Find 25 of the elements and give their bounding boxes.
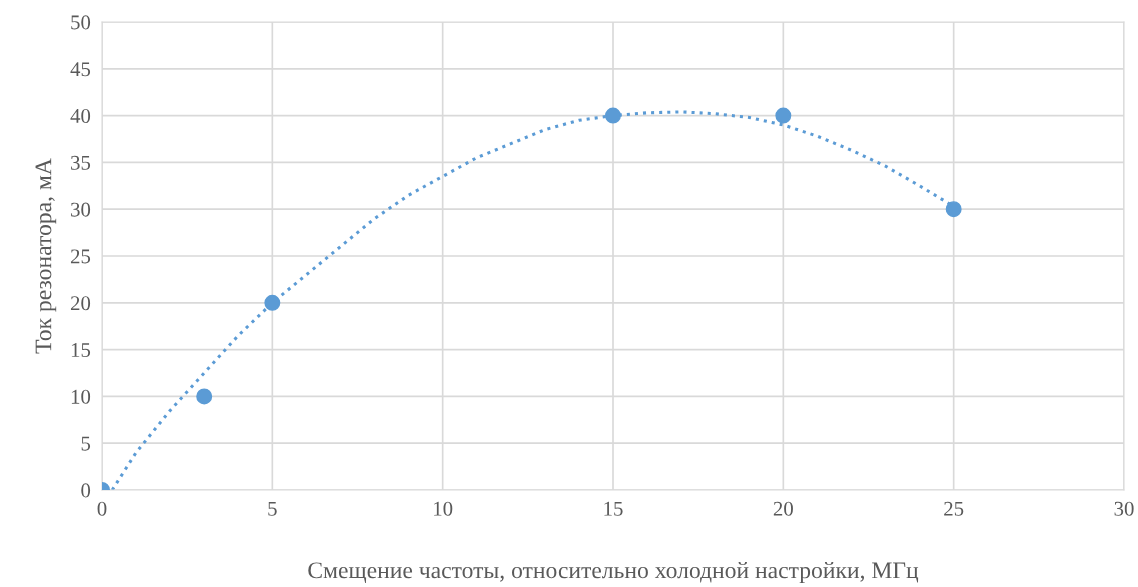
y-tick-label: 0: [81, 483, 91, 498]
point: [775, 107, 792, 124]
y-tick-label: 45: [70, 62, 91, 77]
y-tick-label: 10: [71, 389, 91, 404]
y-tick-label: 30: [71, 202, 91, 217]
point: [264, 294, 281, 311]
y-axis-title: Ток резонатора, мА: [35, 158, 57, 354]
x-tick-label: 15: [604, 501, 623, 516]
y-tick-label: 40: [70, 108, 91, 124]
y-tick-label: 35: [71, 155, 91, 170]
point: [605, 107, 621, 124]
x-tick-label: 5: [268, 501, 277, 516]
x-tick-label: 25: [944, 501, 964, 516]
y-tick-label: 5: [81, 436, 91, 451]
x-tick-label: 10: [434, 501, 453, 516]
x-tick-label: 0: [97, 501, 107, 516]
x-tick-label: 30: [1114, 501, 1134, 516]
x-axis-title: Смещение частоты, относительно холодной настройки, МГц: [308, 561, 919, 584]
y-tick-label: 50: [71, 15, 91, 30]
y-tick-label: 20: [70, 296, 91, 311]
point: [196, 388, 213, 405]
y-tick-label: 25: [70, 249, 91, 264]
x-tick-label: 20: [773, 501, 793, 516]
y-tick-label: 15: [71, 343, 91, 358]
point: [945, 201, 962, 218]
